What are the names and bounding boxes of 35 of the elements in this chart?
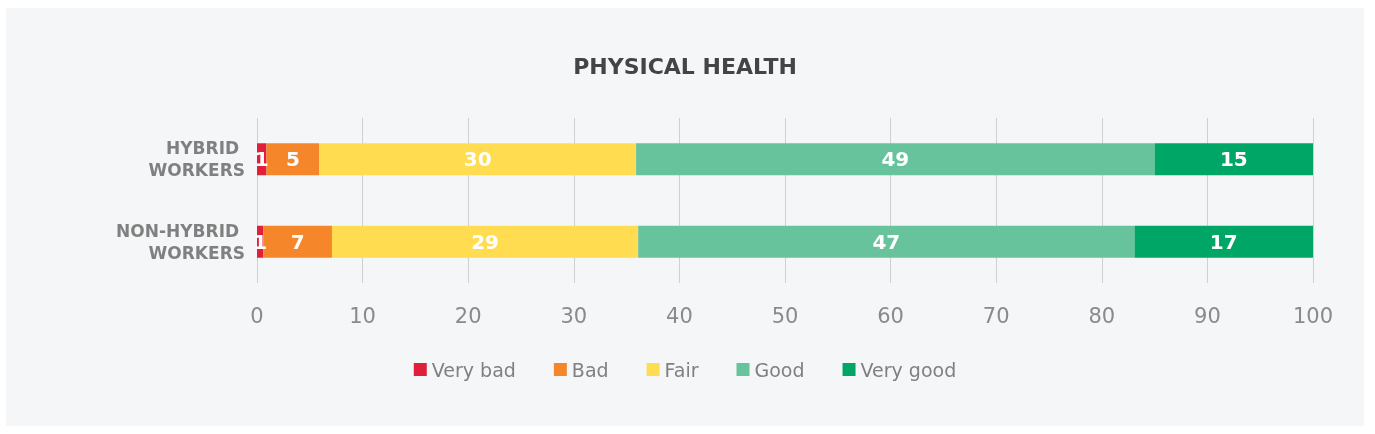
- bar: [319, 143, 637, 176]
- bar: [266, 143, 320, 176]
- x-tick-label: 30: [560, 303, 588, 328]
- bar: [1134, 225, 1313, 258]
- data-label: 49: [881, 147, 910, 172]
- x-tick-label: 70: [982, 303, 1010, 328]
- legend-label: Bad: [571, 358, 609, 381]
- legend-label: Very bad: [431, 358, 516, 381]
- legend-label: Good: [754, 358, 805, 381]
- x-tick-label: 40: [666, 303, 693, 328]
- x-tick-label: 0: [250, 303, 264, 328]
- data-label: 17: [1209, 229, 1238, 254]
- bar: [1154, 143, 1313, 176]
- data-label: 7: [290, 229, 305, 254]
- data-label: 1: [254, 147, 269, 172]
- x-tick-label: 10: [349, 303, 376, 328]
- data-label: 30: [463, 147, 492, 172]
- x-tick-label: 50: [771, 303, 799, 328]
- x-tick-label: 80: [1088, 303, 1116, 328]
- chart-title: PHYSICAL HEALTH: [573, 53, 797, 79]
- x-tick-label: 90: [1194, 303, 1221, 328]
- bar: [331, 225, 639, 258]
- legend-label: Fair: [664, 358, 699, 381]
- y-tick-label: NON-HYBRID WORKERS: [116, 220, 245, 263]
- x-tick-label: 100: [1292, 303, 1334, 328]
- data-label: 15: [1219, 147, 1248, 172]
- legend-label: Very good: [860, 358, 957, 381]
- bar: [636, 143, 1155, 176]
- x-tick-label: 60: [877, 303, 904, 328]
- y-tick-label: HYBRID WORKERS: [148, 138, 245, 181]
- bar: [638, 225, 1135, 258]
- data-label: 47: [872, 229, 901, 254]
- data-label: 29: [471, 229, 500, 254]
- x-tick-label: 20: [454, 303, 482, 328]
- data-label: 5: [285, 147, 300, 172]
